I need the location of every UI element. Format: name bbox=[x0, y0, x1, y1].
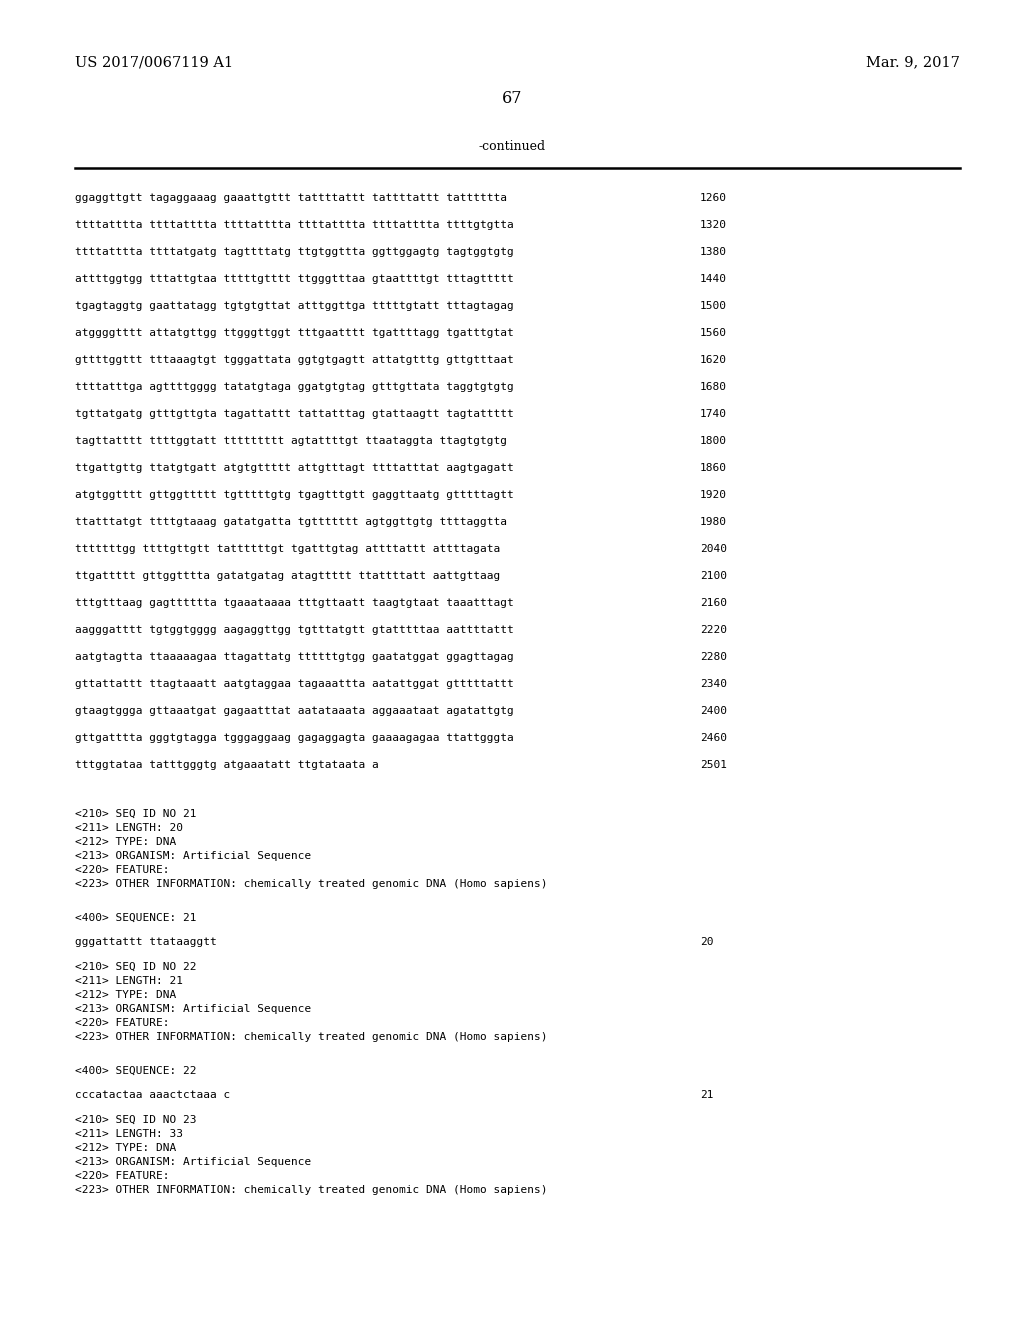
Text: <211> LENGTH: 33: <211> LENGTH: 33 bbox=[75, 1129, 183, 1139]
Text: tgttatgatg gtttgttgta tagattattt tattatttag gtattaagtt tagtattttt: tgttatgatg gtttgttgta tagattattt tattatt… bbox=[75, 409, 514, 418]
Text: ttttatttga agttttgggg tatatgtaga ggatgtgtag gtttgttata taggtgtgtg: ttttatttga agttttgggg tatatgtaga ggatgtg… bbox=[75, 381, 514, 392]
Text: <400> SEQUENCE: 21: <400> SEQUENCE: 21 bbox=[75, 913, 197, 923]
Text: ggaggttgtt tagaggaaag gaaattgttt tattttattt tattttattt tatttttta: ggaggttgtt tagaggaaag gaaattgttt tatttta… bbox=[75, 193, 507, 203]
Text: ttttatttta ttttatgatg tagttttatg ttgtggttta ggttggagtg tagtggtgtg: ttttatttta ttttatgatg tagttttatg ttgtggt… bbox=[75, 247, 514, 257]
Text: 2220: 2220 bbox=[700, 624, 727, 635]
Text: Mar. 9, 2017: Mar. 9, 2017 bbox=[866, 55, 961, 69]
Text: <212> TYPE: DNA: <212> TYPE: DNA bbox=[75, 1143, 176, 1152]
Text: gttgatttta gggtgtagga tgggaggaag gagaggagta gaaaagagaa ttattgggta: gttgatttta gggtgtagga tgggaggaag gagagga… bbox=[75, 733, 514, 743]
Text: <213> ORGANISM: Artificial Sequence: <213> ORGANISM: Artificial Sequence bbox=[75, 1158, 311, 1167]
Text: ttttatttta ttttatttta ttttatttta ttttatttta ttttatttta ttttgtgtta: ttttatttta ttttatttta ttttatttta ttttatt… bbox=[75, 220, 514, 230]
Text: attttggtgg tttattgtaa tttttgtttt ttgggtttaa gtaattttgt tttagttttt: attttggtgg tttattgtaa tttttgtttt ttgggtt… bbox=[75, 275, 514, 284]
Text: <223> OTHER INFORMATION: chemically treated genomic DNA (Homo sapiens): <223> OTHER INFORMATION: chemically trea… bbox=[75, 1185, 548, 1195]
Text: 1980: 1980 bbox=[700, 517, 727, 527]
Text: <213> ORGANISM: Artificial Sequence: <213> ORGANISM: Artificial Sequence bbox=[75, 851, 311, 861]
Text: 67: 67 bbox=[502, 90, 522, 107]
Text: <223> OTHER INFORMATION: chemically treated genomic DNA (Homo sapiens): <223> OTHER INFORMATION: chemically trea… bbox=[75, 879, 548, 888]
Text: 1860: 1860 bbox=[700, 463, 727, 473]
Text: 2160: 2160 bbox=[700, 598, 727, 609]
Text: -continued: -continued bbox=[478, 140, 546, 153]
Text: cccatactaa aaactctaaa c: cccatactaa aaactctaaa c bbox=[75, 1090, 230, 1100]
Text: tttggtataa tatttgggtg atgaaatatt ttgtataata a: tttggtataa tatttgggtg atgaaatatt ttgtata… bbox=[75, 760, 379, 770]
Text: <212> TYPE: DNA: <212> TYPE: DNA bbox=[75, 837, 176, 847]
Text: tagttatttt ttttggtatt ttttttttt agtattttgt ttaataggta ttagtgtgtg: tagttatttt ttttggtatt ttttttttt agtatttt… bbox=[75, 436, 507, 446]
Text: 1740: 1740 bbox=[700, 409, 727, 418]
Text: gttattattt ttagtaaatt aatgtaggaa tagaaattta aatattggat gtttttattt: gttattattt ttagtaaatt aatgtaggaa tagaaat… bbox=[75, 678, 514, 689]
Text: <210> SEQ ID NO 23: <210> SEQ ID NO 23 bbox=[75, 1115, 197, 1125]
Text: atgtggtttt gttggttttt tgtttttgtg tgagtttgtt gaggttaatg gtttttagtt: atgtggtttt gttggttttt tgtttttgtg tgagttt… bbox=[75, 490, 514, 500]
Text: <210> SEQ ID NO 22: <210> SEQ ID NO 22 bbox=[75, 962, 197, 972]
Text: ttatttatgt ttttgtaaag gatatgatta tgttttttt agtggttgtg ttttaggtta: ttatttatgt ttttgtaaag gatatgatta tgttttt… bbox=[75, 517, 507, 527]
Text: 1320: 1320 bbox=[700, 220, 727, 230]
Text: 20: 20 bbox=[700, 937, 714, 946]
Text: gttttggttt tttaaagtgt tgggattata ggtgtgagtt attatgtttg gttgtttaat: gttttggttt tttaaagtgt tgggattata ggtgtga… bbox=[75, 355, 514, 366]
Text: 2460: 2460 bbox=[700, 733, 727, 743]
Text: 1800: 1800 bbox=[700, 436, 727, 446]
Text: 1380: 1380 bbox=[700, 247, 727, 257]
Text: 21: 21 bbox=[700, 1090, 714, 1100]
Text: 1260: 1260 bbox=[700, 193, 727, 203]
Text: aatgtagtta ttaaaaagaa ttagattatg ttttttgtgg gaatatggat ggagttagag: aatgtagtta ttaaaaagaa ttagattatg ttttttg… bbox=[75, 652, 514, 663]
Text: 2400: 2400 bbox=[700, 706, 727, 715]
Text: 2100: 2100 bbox=[700, 572, 727, 581]
Text: <211> LENGTH: 20: <211> LENGTH: 20 bbox=[75, 822, 183, 833]
Text: 2340: 2340 bbox=[700, 678, 727, 689]
Text: tgagtaggtg gaattatagg tgtgtgttat atttggttga tttttgtatt tttagtagag: tgagtaggtg gaattatagg tgtgtgttat atttggt… bbox=[75, 301, 514, 312]
Text: aagggatttt tgtggtgggg aagaggttgg tgtttatgtt gtatttttaa aattttattt: aagggatttt tgtggtgggg aagaggttgg tgtttat… bbox=[75, 624, 514, 635]
Text: gggattattt ttataaggtt: gggattattt ttataaggtt bbox=[75, 937, 217, 946]
Text: ttgattgttg ttatgtgatt atgtgttttt attgtttagt ttttatttat aagtgagatt: ttgattgttg ttatgtgatt atgtgttttt attgttt… bbox=[75, 463, 514, 473]
Text: 1440: 1440 bbox=[700, 275, 727, 284]
Text: <213> ORGANISM: Artificial Sequence: <213> ORGANISM: Artificial Sequence bbox=[75, 1005, 311, 1014]
Text: <220> FEATURE:: <220> FEATURE: bbox=[75, 1171, 170, 1181]
Text: 2501: 2501 bbox=[700, 760, 727, 770]
Text: gtaagtggga gttaaatgat gagaatttat aatataaata aggaaataat agatattgtg: gtaagtggga gttaaatgat gagaatttat aatataa… bbox=[75, 706, 514, 715]
Text: 1500: 1500 bbox=[700, 301, 727, 312]
Text: 2280: 2280 bbox=[700, 652, 727, 663]
Text: tttttttgg ttttgttgtt tattttttgt tgatttgtag attttattt attttagata: tttttttgg ttttgttgtt tattttttgt tgatttgt… bbox=[75, 544, 501, 554]
Text: 1680: 1680 bbox=[700, 381, 727, 392]
Text: 1560: 1560 bbox=[700, 327, 727, 338]
Text: 1620: 1620 bbox=[700, 355, 727, 366]
Text: US 2017/0067119 A1: US 2017/0067119 A1 bbox=[75, 55, 233, 69]
Text: <220> FEATURE:: <220> FEATURE: bbox=[75, 1018, 170, 1028]
Text: 1920: 1920 bbox=[700, 490, 727, 500]
Text: <212> TYPE: DNA: <212> TYPE: DNA bbox=[75, 990, 176, 1001]
Text: <220> FEATURE:: <220> FEATURE: bbox=[75, 865, 170, 875]
Text: tttgtttaag gagtttttta tgaaataaaa tttgttaatt taagtgtaat taaatttagt: tttgtttaag gagtttttta tgaaataaaa tttgtta… bbox=[75, 598, 514, 609]
Text: 2040: 2040 bbox=[700, 544, 727, 554]
Text: <211> LENGTH: 21: <211> LENGTH: 21 bbox=[75, 975, 183, 986]
Text: ttgattttt gttggtttta gatatgatag atagttttt ttattttatt aattgttaag: ttgattttt gttggtttta gatatgatag atagtttt… bbox=[75, 572, 501, 581]
Text: <400> SEQUENCE: 22: <400> SEQUENCE: 22 bbox=[75, 1067, 197, 1076]
Text: <210> SEQ ID NO 21: <210> SEQ ID NO 21 bbox=[75, 809, 197, 818]
Text: atggggtttt attatgttgg ttgggttggt tttgaatttt tgattttagg tgatttgtat: atggggtttt attatgttgg ttgggttggt tttgaat… bbox=[75, 327, 514, 338]
Text: <223> OTHER INFORMATION: chemically treated genomic DNA (Homo sapiens): <223> OTHER INFORMATION: chemically trea… bbox=[75, 1032, 548, 1041]
